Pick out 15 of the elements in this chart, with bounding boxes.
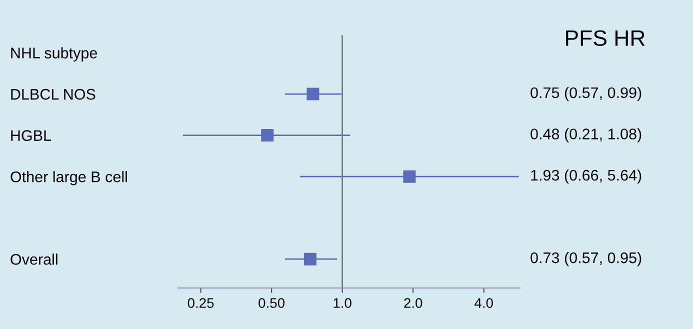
x-tick-label: 1.0 <box>334 298 352 308</box>
x-tick-label: 2.0 <box>404 298 422 308</box>
y-tick-label: NHL subtype <box>11 47 98 62</box>
data-label: 1.93 (0.66, 5.64) <box>531 169 642 184</box>
data-label: 0.73 (0.57, 0.95) <box>530 252 642 266</box>
x-tick-label: 0.50 <box>258 298 285 308</box>
data-label: 0.75 (0.57, 0.99) <box>530 86 642 102</box>
x-tick-label: 0.25 <box>188 298 214 308</box>
x-tick-label: 4.0 <box>474 298 493 308</box>
y-tick-label: Overall <box>10 254 58 265</box>
y-tick-label: Other large B cell <box>10 171 127 186</box>
text: PFS HR <box>566 30 645 46</box>
y-tick-label: HGBL <box>11 130 52 141</box>
y-tick-label: DLBCL NOS <box>11 88 96 100</box>
data-label: 0.48 (0.21, 1.08) <box>530 128 642 142</box>
